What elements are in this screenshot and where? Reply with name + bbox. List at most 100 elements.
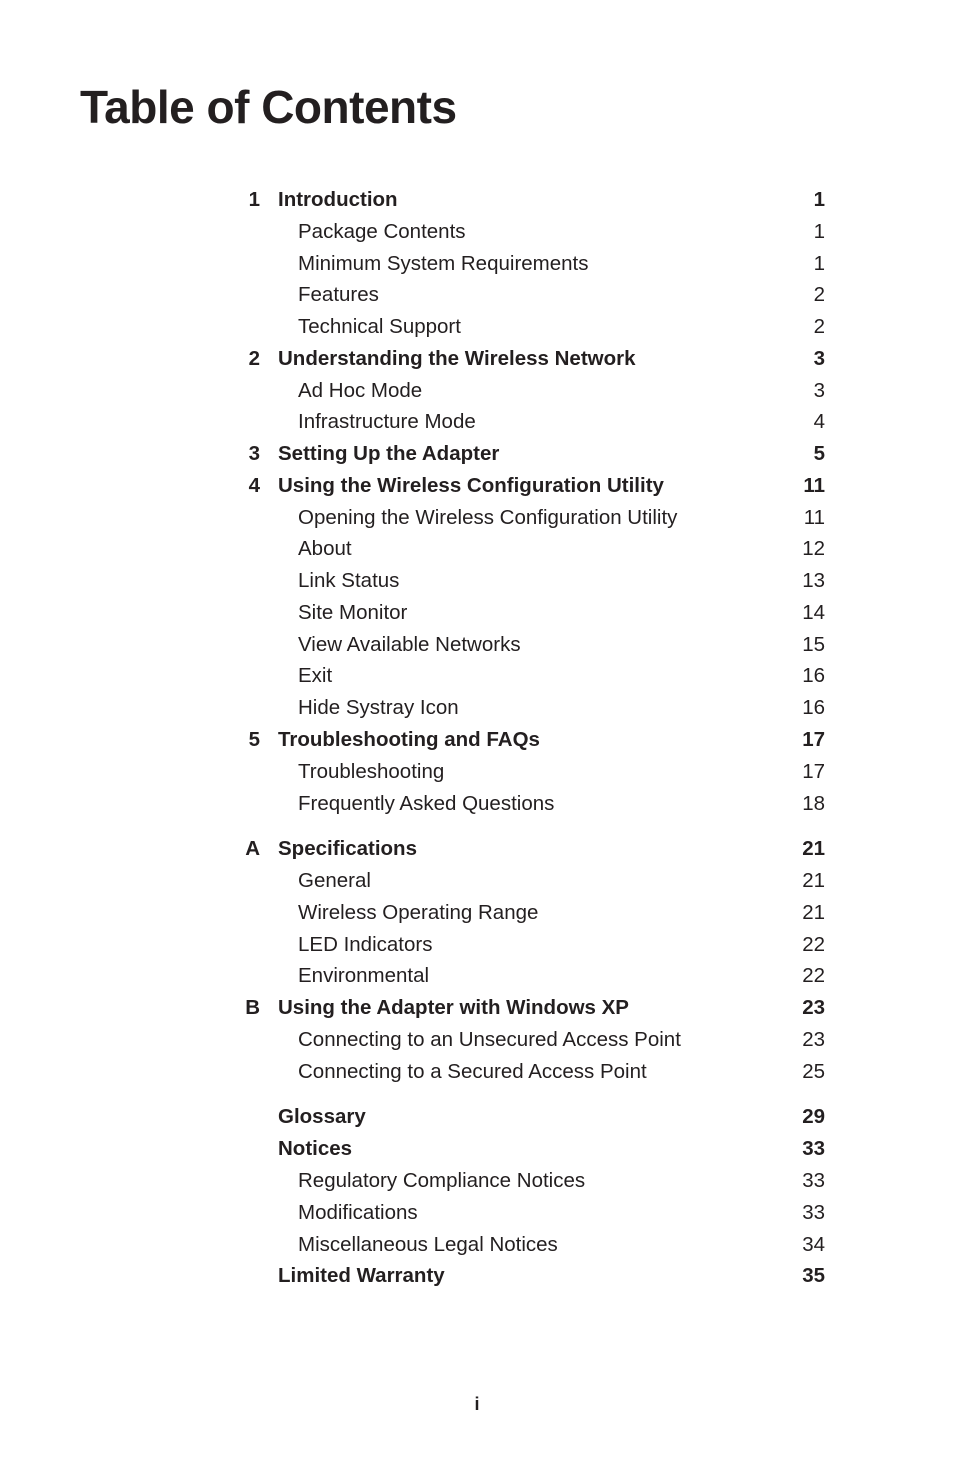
- toc-page-number: 13: [785, 565, 825, 597]
- toc-row: Troubleshooting17: [225, 756, 825, 788]
- toc-page-number: 16: [785, 660, 825, 692]
- toc-row: 2 Understanding the Wireless Network3: [225, 343, 825, 375]
- toc-row: 3 Setting Up the Adapter5: [225, 438, 825, 470]
- toc-page-number: 33: [785, 1165, 825, 1197]
- toc-entry-label: Glossary: [278, 1101, 785, 1133]
- toc-row: 5 Troubleshooting and FAQs17: [225, 724, 825, 756]
- toc-row: Miscellaneous Legal Notices34: [225, 1229, 825, 1261]
- toc-page-number: 11: [785, 502, 825, 534]
- toc-chapter-number: 3: [225, 438, 260, 470]
- toc-page-number: 5: [785, 438, 825, 470]
- toc-row: Frequently Asked Questions18: [225, 788, 825, 820]
- section-gap: [225, 1087, 825, 1101]
- toc-entry-label: Troubleshooting and FAQs: [278, 724, 785, 756]
- toc-entry-label: Troubleshooting: [278, 756, 785, 788]
- toc-entry-label: Using the Adapter with Windows XP: [278, 992, 785, 1024]
- toc-row: Infrastructure Mode4: [225, 406, 825, 438]
- toc-entry-label: Introduction: [278, 184, 785, 216]
- toc-row: 4Using the Wireless Configuration Utilit…: [225, 470, 825, 502]
- toc-entry-label: View Available Networks: [278, 629, 785, 661]
- toc-chapter-number: 4: [225, 470, 260, 502]
- toc-row: Modifications33: [225, 1197, 825, 1229]
- toc-entry-label: Link Status: [278, 565, 785, 597]
- toc-page-number: 18: [785, 788, 825, 820]
- toc-page-number: 2: [785, 311, 825, 343]
- toc-page-number: 14: [785, 597, 825, 629]
- toc-row: General21: [225, 865, 825, 897]
- toc-row: Limited Warranty35: [225, 1260, 825, 1292]
- toc-page-number: 25: [785, 1056, 825, 1088]
- toc-chapter-number: B: [225, 992, 260, 1024]
- toc-row: Exit16: [225, 660, 825, 692]
- toc-page-number: 33: [785, 1197, 825, 1229]
- toc-row: Environmental22: [225, 960, 825, 992]
- toc-page-number: 1: [785, 248, 825, 280]
- toc-chapter-number: A: [225, 833, 260, 865]
- toc-row: A Specifications21: [225, 833, 825, 865]
- section-gap: [225, 819, 825, 833]
- toc-page-number: 4: [785, 406, 825, 438]
- toc-entry-label: Environmental: [278, 960, 785, 992]
- toc-entry-label: Wireless Operating Range: [278, 897, 785, 929]
- toc-row: 1Introduction1: [225, 184, 825, 216]
- toc-entry-label: Notices: [278, 1133, 785, 1165]
- toc-entry-label: Minimum System Requirements: [278, 248, 785, 280]
- toc-row: B Using the Adapter with Windows XP23: [225, 992, 825, 1024]
- toc-page-number: 29: [785, 1101, 825, 1133]
- toc-page-number: 11: [785, 470, 825, 502]
- toc-entry-label: Understanding the Wireless Network: [278, 343, 785, 375]
- toc-row: Hide Systray Icon16: [225, 692, 825, 724]
- toc-entry-label: Hide Systray Icon: [278, 692, 785, 724]
- toc-chapter-number: 5: [225, 724, 260, 756]
- toc-entry-label: Specifications: [278, 833, 785, 865]
- toc-page-number: 17: [785, 756, 825, 788]
- toc-row: Technical Support2: [225, 311, 825, 343]
- toc-row: View Available Networks15: [225, 629, 825, 661]
- toc-entry-label: Features: [278, 279, 785, 311]
- toc-row: Minimum System Requirements1: [225, 248, 825, 280]
- toc-entry-label: About: [278, 533, 785, 565]
- toc-page-number: 1: [785, 184, 825, 216]
- toc-row: Ad Hoc Mode3: [225, 375, 825, 407]
- toc-entry-label: Technical Support: [278, 311, 785, 343]
- toc-page-number: 2: [785, 279, 825, 311]
- toc-entry-label: Exit: [278, 660, 785, 692]
- toc-page-number: 21: [785, 833, 825, 865]
- toc-page-number: 17: [785, 724, 825, 756]
- toc-entry-label: General: [278, 865, 785, 897]
- toc-page-number: 3: [785, 343, 825, 375]
- toc-entry-label: Setting Up the Adapter: [278, 438, 785, 470]
- toc-page-number: 12: [785, 533, 825, 565]
- toc-entry-label: Connecting to an Unsecured Access Point: [278, 1024, 785, 1056]
- toc-page-number: 1: [785, 216, 825, 248]
- toc-row: Opening the Wireless Configuration Utili…: [225, 502, 825, 534]
- toc-chapter-number: 2: [225, 343, 260, 375]
- toc-page-number: 16: [785, 692, 825, 724]
- page-title: Table of Contents: [80, 80, 954, 134]
- toc-entry-label: Package Contents: [278, 216, 785, 248]
- toc-page-number: 21: [785, 897, 825, 929]
- toc-page-number: 33: [785, 1133, 825, 1165]
- toc-entry-label: Miscellaneous Legal Notices: [278, 1229, 785, 1261]
- toc-row: Site Monitor14: [225, 597, 825, 629]
- toc-entry-label: LED Indicators: [278, 929, 785, 961]
- toc-page-number: 34: [785, 1229, 825, 1261]
- toc-page-number: 15: [785, 629, 825, 661]
- toc-page-number: 23: [785, 1024, 825, 1056]
- toc-entry-label: Connecting to a Secured Access Point: [278, 1056, 785, 1088]
- toc-page-number: 23: [785, 992, 825, 1024]
- toc-entry-label: Frequently Asked Questions: [278, 788, 785, 820]
- toc-row: About12: [225, 533, 825, 565]
- toc-entry-label: Regulatory Compliance Notices: [278, 1165, 785, 1197]
- toc-entry-label: Limited Warranty: [278, 1260, 785, 1292]
- toc-page-number: 3: [785, 375, 825, 407]
- page-number: i: [0, 1394, 954, 1415]
- toc-row: Glossary29: [225, 1101, 825, 1133]
- toc-page-number: 35: [785, 1260, 825, 1292]
- toc-container: 1Introduction1Package Contents1Minimum S…: [225, 184, 825, 1292]
- toc-entry-label: Ad Hoc Mode: [278, 375, 785, 407]
- toc-row: Regulatory Compliance Notices33: [225, 1165, 825, 1197]
- toc-entry-label: Infrastructure Mode: [278, 406, 785, 438]
- toc-entry-label: Opening the Wireless Configuration Utili…: [278, 502, 785, 534]
- toc-row: Connecting to a Secured Access Point25: [225, 1056, 825, 1088]
